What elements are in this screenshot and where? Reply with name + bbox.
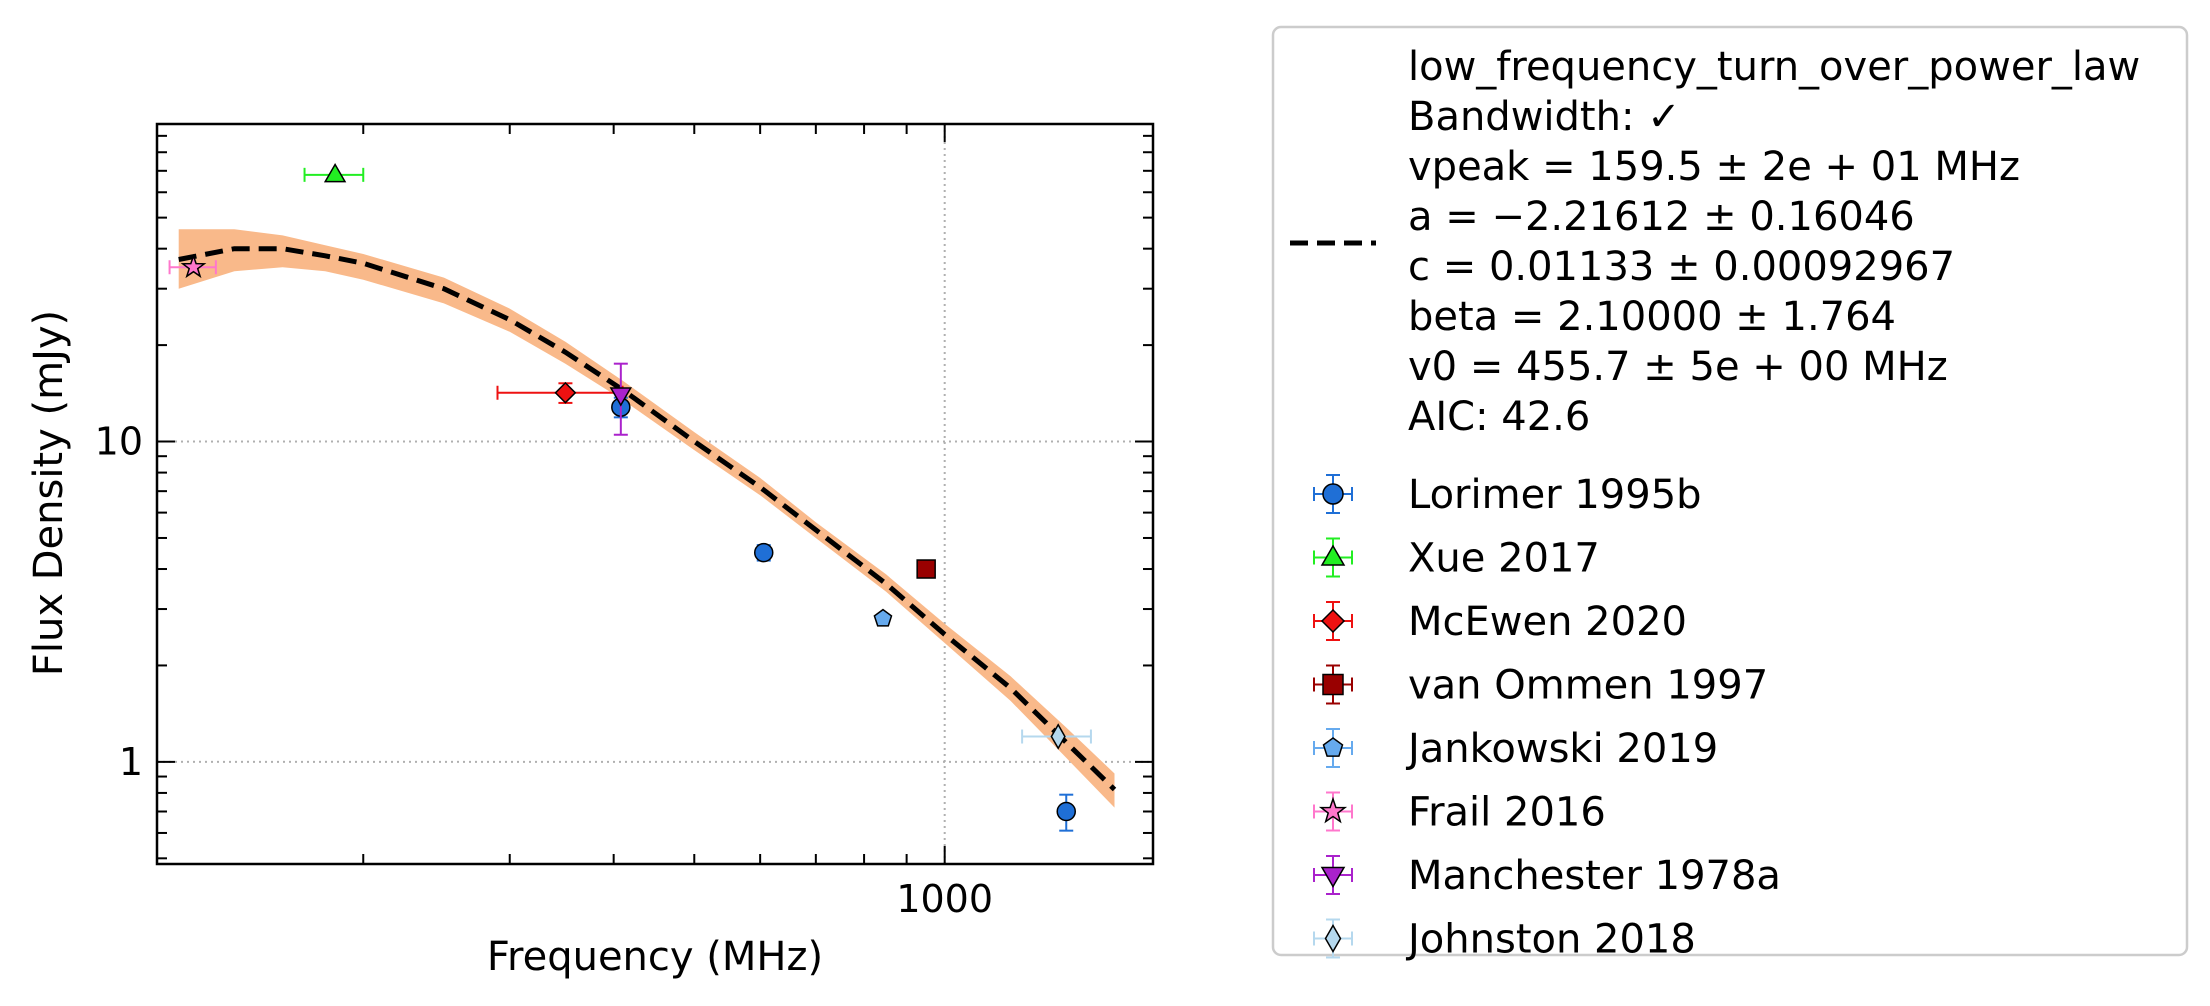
legend-fit-text: AIC: 42.6: [1408, 394, 1590, 440]
series-xue-2017: [303, 163, 365, 183]
y-tick-label: 10: [95, 420, 143, 464]
legend-box: [1271, 25, 2189, 957]
legend-marker: [1318, 796, 1348, 824]
data-point: [1056, 801, 1076, 822]
legend-label: Manchester 1978a: [1408, 853, 1781, 899]
legend-label: McEwen 2020: [1408, 599, 1687, 645]
legend-label: Frail 2016: [1408, 790, 1606, 836]
legend-entry: Johnston 2018: [1313, 917, 1696, 963]
data-point: [1050, 723, 1066, 750]
plot-area: 1000 1 10: [95, 122, 1155, 921]
legend-label: Xue 2017: [1408, 536, 1600, 582]
legend-entry: van Ommen 1997: [1313, 663, 1768, 709]
y-tick-label: 1: [119, 740, 143, 784]
legend-fit-text: low_frequency_turn_over_power_law: [1408, 44, 2140, 90]
series-lorimer-1995b: [611, 396, 1076, 832]
legend-marker: [1320, 866, 1346, 888]
data-point: [873, 608, 893, 627]
legend-label: Johnston 2018: [1405, 917, 1696, 963]
legend-label: Lorimer 1995b: [1408, 472, 1702, 518]
series-mcewen-2020: [496, 381, 624, 404]
legend-entry: Frail 2016: [1313, 790, 1606, 836]
legend-label: van Ommen 1997: [1408, 663, 1768, 709]
legend-entry: Lorimer 1995b: [1313, 472, 1702, 518]
legend-marker: [1324, 923, 1342, 954]
legend-entry: Jankowski 2019: [1313, 726, 1718, 772]
series-frail-2016: [168, 253, 217, 279]
legend-fit-text: vpeak = 159.5 ± 2e + 01 MHz: [1408, 144, 2020, 190]
series-van-ommen-1997: [916, 559, 936, 579]
legend-fit-text: c = 0.01133 ± 0.00092967: [1408, 244, 1955, 290]
legend-marker: [1322, 673, 1344, 696]
legend-marker: [1320, 608, 1346, 634]
legend-marker: [1322, 737, 1344, 757]
series-jankowski-2019: [873, 608, 893, 627]
data-point: [180, 253, 207, 279]
legend-fit-text: Bandwidth: ✓: [1408, 94, 1681, 140]
x-axis-label: Frequency (MHz): [487, 934, 823, 980]
fit-line: [178, 246, 1117, 792]
data-point: [609, 387, 633, 407]
y-axis-label: Flux Density (mJy): [26, 310, 72, 676]
legend-entry: Manchester 1978a: [1313, 853, 1781, 899]
data-point: [554, 381, 577, 404]
legend-entry: McEwen 2020: [1313, 599, 1687, 645]
series-manchester-1978a: [609, 362, 633, 436]
data-point: [753, 542, 774, 563]
legend-label: Jankowski 2019: [1405, 726, 1718, 772]
legend-fit-text: v0 = 455.7 ± 5e + 00 MHz: [1408, 344, 1948, 390]
axes-frame: [155, 122, 1155, 866]
data-point: [323, 163, 347, 183]
legend-fit-text: a = −2.21612 ± 0.16046: [1408, 194, 1915, 240]
x-tick-label: 1000: [896, 877, 993, 921]
fit-uncertainty-band: [178, 229, 1115, 808]
legend-marker: [1322, 483, 1344, 505]
legend-entry: Xue 2017: [1313, 536, 1600, 582]
data-point: [916, 559, 936, 579]
legend-fit-text: beta = 2.10000 ± 1.764: [1408, 294, 1896, 340]
legend: low_frequency_turn_over_power_lawBandwid…: [1271, 25, 2189, 963]
legend-marker: [1320, 544, 1346, 566]
series-johnston-2018: [1021, 723, 1092, 750]
